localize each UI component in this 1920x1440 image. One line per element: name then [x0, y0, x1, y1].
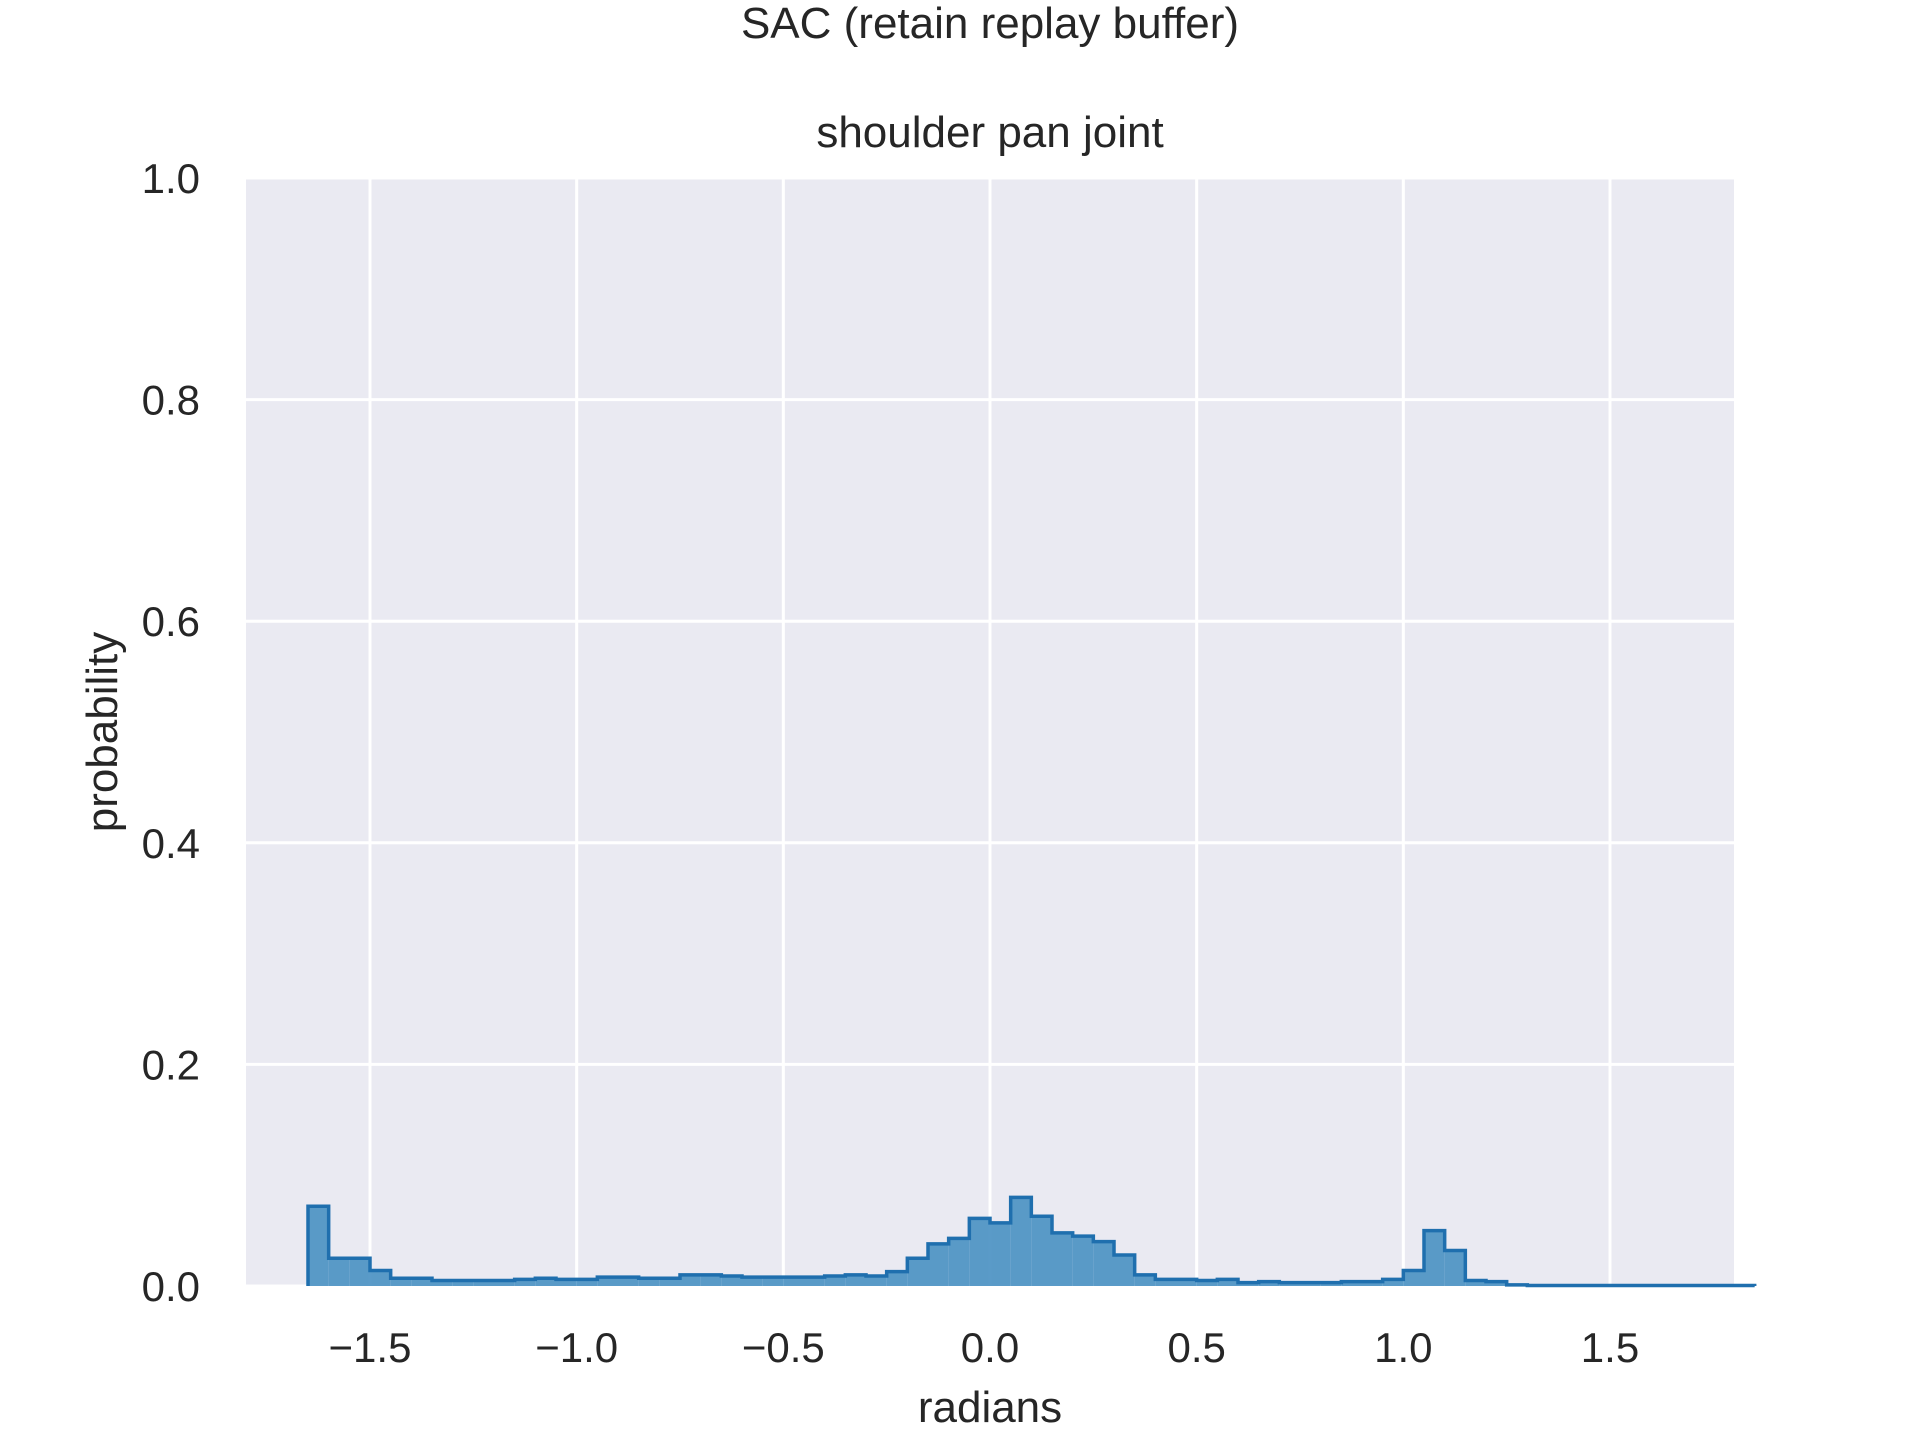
histogram-bar — [576, 1279, 598, 1286]
histogram-bar — [494, 1280, 515, 1286]
histogram-bar — [907, 1258, 928, 1286]
histogram-outline — [306, 1195, 1757, 1288]
histogram-bar — [700, 1274, 722, 1286]
x-axis-label: radians — [918, 1383, 1062, 1432]
histogram-bar — [886, 1271, 908, 1286]
histogram-bar — [1093, 1241, 1114, 1286]
x-tick-label: −1.0 — [535, 1324, 618, 1371]
histogram-bar — [1052, 1232, 1073, 1286]
chart-suptitle: SAC (retain replay buffer) — [741, 0, 1239, 48]
histogram-bar — [1424, 1230, 1445, 1286]
histogram-bar — [1362, 1281, 1383, 1286]
histogram-bar — [721, 1276, 742, 1286]
histogram-bar — [390, 1278, 412, 1286]
histogram-bar — [349, 1258, 370, 1286]
histogram-bar — [618, 1277, 639, 1286]
histogram-bar — [514, 1279, 536, 1286]
y-tick-label: 0.8 — [142, 377, 200, 424]
histogram-bar — [742, 1277, 763, 1286]
x-tick-label: 1.0 — [1374, 1324, 1432, 1371]
histogram-bar — [411, 1278, 432, 1286]
histogram-bar — [638, 1278, 660, 1286]
histogram-bar — [1072, 1236, 1094, 1286]
histogram-bar — [1444, 1250, 1466, 1286]
histogram-bar — [432, 1280, 453, 1286]
x-tick-label: 0.0 — [961, 1324, 1019, 1371]
y-tick-label: 0.2 — [142, 1041, 200, 1088]
histogram-bar — [473, 1280, 494, 1286]
histogram-bar — [370, 1270, 391, 1286]
x-tick-label: 1.5 — [1581, 1324, 1639, 1371]
histogram-bar — [680, 1274, 701, 1286]
x-axis-ticks: −1.5 −1.0 −0.5 0.0 0.5 1.0 1.5 — [329, 1324, 1640, 1371]
y-axis-ticks: 0.0 0.2 0.4 0.6 0.8 1.0 — [142, 155, 200, 1310]
histogram-bar — [328, 1258, 350, 1286]
histogram-bar — [1134, 1274, 1156, 1286]
histogram-bar — [535, 1278, 556, 1286]
histogram-bar — [1465, 1280, 1486, 1286]
histogram-bar — [1010, 1197, 1032, 1286]
histogram-bar — [1382, 1279, 1404, 1286]
histogram-bar — [1196, 1280, 1218, 1286]
histogram-bar — [1486, 1281, 1507, 1286]
histogram-bar — [556, 1279, 577, 1286]
y-tick-label: 0.0 — [142, 1263, 200, 1310]
histogram-bar — [452, 1280, 474, 1286]
histogram-bar — [762, 1277, 784, 1286]
histogram-bar — [783, 1277, 804, 1286]
x-tick-label: 0.5 — [1167, 1324, 1225, 1371]
histogram-bar — [659, 1278, 680, 1286]
y-tick-label: 1.0 — [142, 155, 200, 202]
histogram-bar — [597, 1277, 618, 1286]
x-tick-label: −1.5 — [329, 1324, 412, 1371]
histogram-bar — [969, 1218, 990, 1286]
histogram-bar — [1258, 1281, 1280, 1286]
histogram-bar — [1114, 1254, 1135, 1286]
histogram-bars — [308, 1197, 1755, 1286]
histogram-bar — [1155, 1279, 1176, 1286]
chart-title: shoulder pan joint — [816, 108, 1163, 157]
y-tick-label: 0.4 — [142, 820, 200, 867]
histogram-bar — [1176, 1279, 1197, 1286]
histogram-bar — [1031, 1216, 1052, 1286]
histogram-bar — [866, 1276, 887, 1286]
histogram-bar — [804, 1277, 825, 1286]
y-tick-label: 0.6 — [142, 598, 200, 645]
histogram-bar — [845, 1274, 866, 1286]
histogram-bar — [990, 1222, 1011, 1286]
x-tick-label: −0.5 — [742, 1324, 825, 1371]
histogram-bar — [1217, 1279, 1238, 1286]
histogram-bar — [928, 1243, 949, 1286]
histogram-bar — [1403, 1270, 1424, 1286]
histogram-bar — [948, 1238, 970, 1286]
histogram-bar — [1341, 1281, 1362, 1286]
histogram-bar — [824, 1276, 846, 1286]
y-axis-label: probability — [78, 632, 127, 833]
histogram-bar — [308, 1206, 329, 1286]
